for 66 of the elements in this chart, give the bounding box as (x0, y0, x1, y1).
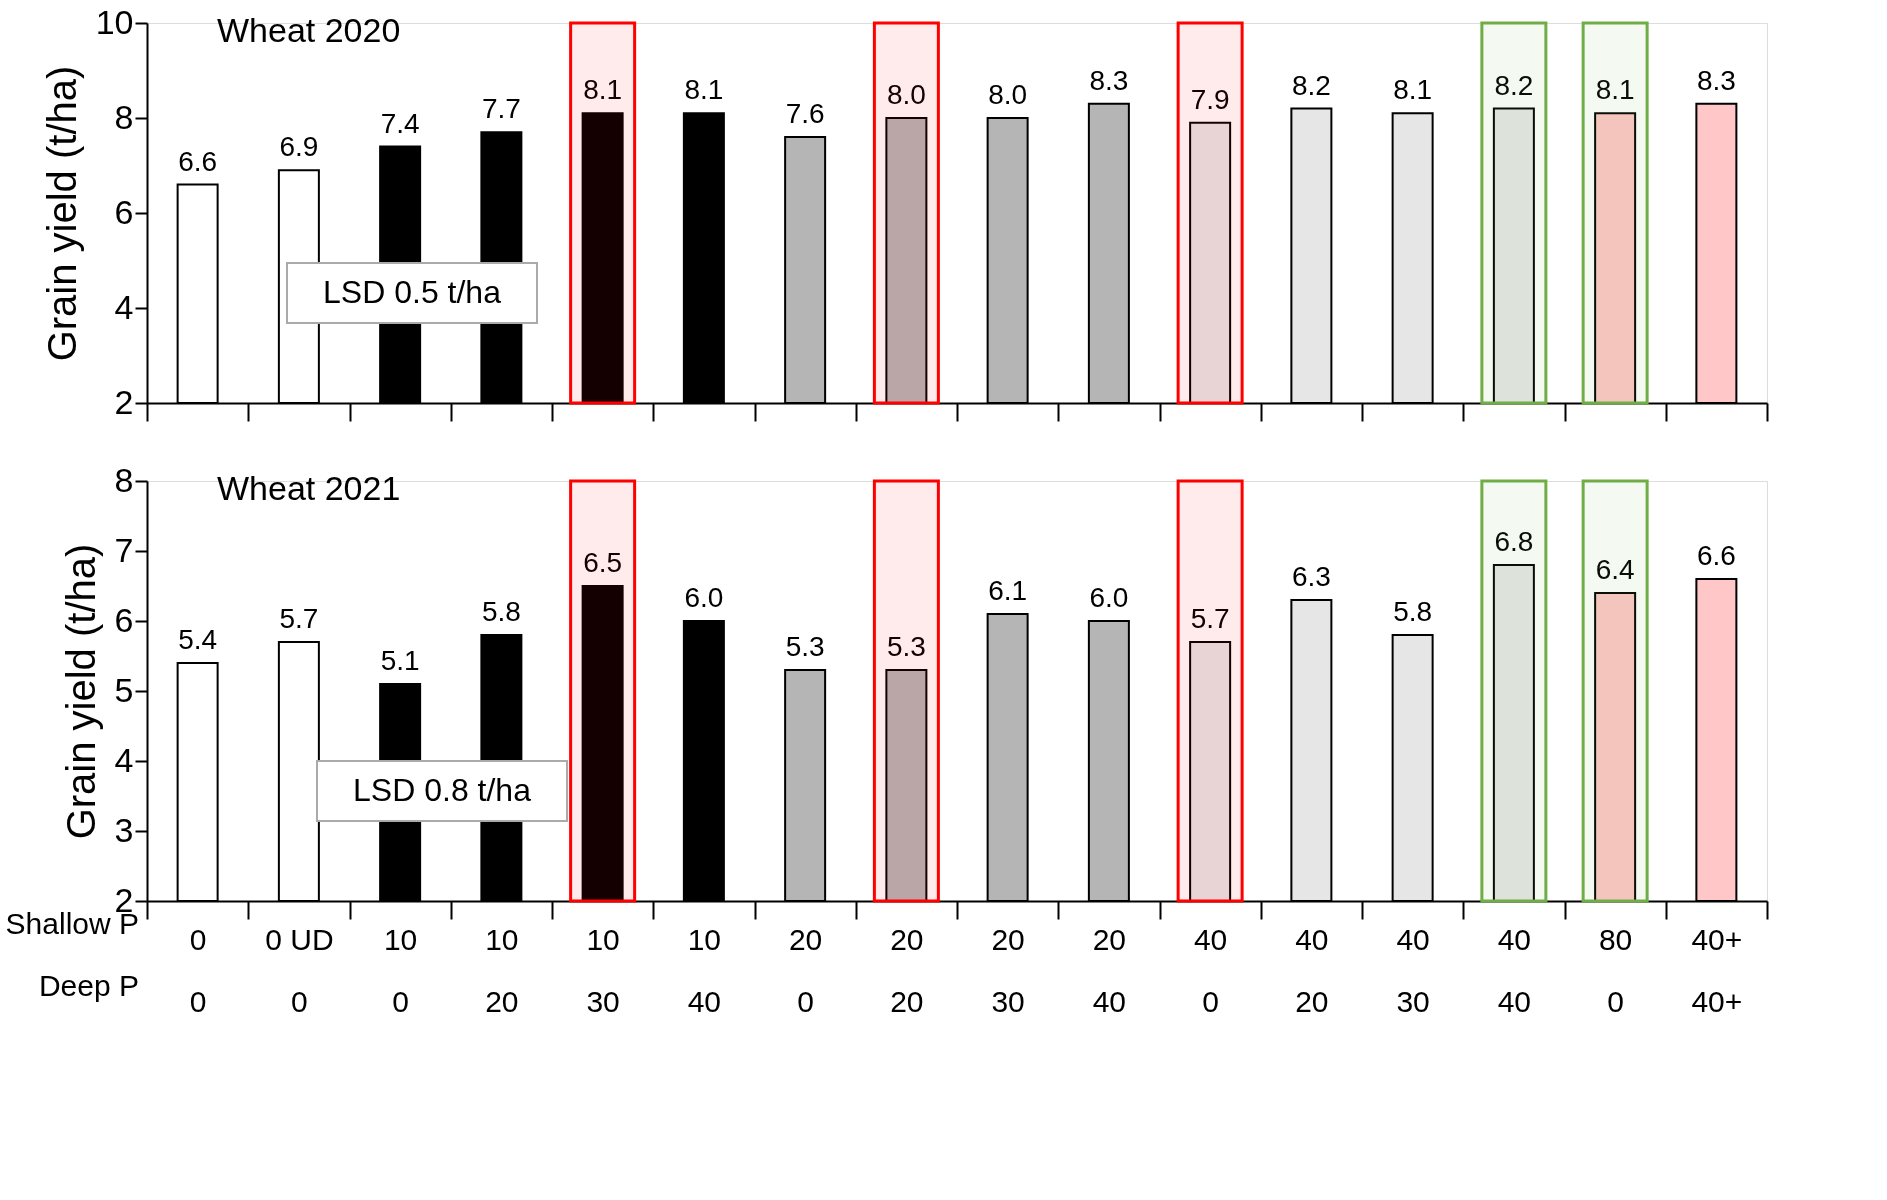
x-tick-label: 80 0 (1598, 922, 1633, 1018)
data-label: 8.1 (684, 74, 724, 106)
data-label: 8.1 (1595, 74, 1635, 106)
data-label: 6.6 (1696, 540, 1736, 571)
x-tick-label: 40 40 (1497, 922, 1532, 1018)
chart-title: Wheat 2020 (217, 11, 401, 49)
data-label: 8.2 (1291, 69, 1331, 101)
y-tick-label: 8 (114, 460, 134, 499)
data-label: 5.4 (178, 624, 218, 655)
data-label: 7.7 (481, 93, 521, 125)
data-label: 8.3 (1696, 64, 1736, 96)
data-label: 6.8 (1494, 526, 1534, 557)
data-label: 6.0 (1089, 582, 1129, 613)
annotation: LSD 0.8 t/ha (353, 772, 532, 808)
data-label: 7.9 (1190, 83, 1230, 115)
x-tick-label: 10 40 (687, 922, 722, 1018)
x-tick-label: 10 20 (485, 922, 519, 1018)
data-label: 5.3 (886, 631, 926, 662)
x-tick-label: 40 20 (1295, 922, 1329, 1018)
x-tick-label: 40 0 (1193, 922, 1228, 1018)
data-label: 5.8 (481, 596, 521, 627)
x-tick-label: 10 30 (586, 922, 620, 1018)
data-label: 8.0 (886, 79, 926, 110)
y-tick-label: 10 (95, 2, 134, 41)
x-tick-label: 40+ 40+ (1691, 922, 1743, 1018)
y-tick-label: 8 (114, 97, 134, 136)
data-label: 6.1 (988, 575, 1028, 606)
data-label: 8.3 (1089, 64, 1129, 96)
data-label: 5.7 (279, 603, 319, 634)
data-label: 5.7 (1190, 603, 1230, 634)
y-tick-label: 6 (114, 600, 134, 639)
data-label: 8.2 (1494, 69, 1534, 101)
y-tick-label: 4 (114, 740, 134, 779)
data-label: 5.3 (785, 631, 825, 662)
x-tick-label: 10 0 (383, 922, 418, 1018)
data-label: 5.1 (380, 645, 420, 676)
data-label: 6.4 (1595, 554, 1635, 585)
x-tick-label: 20 0 (788, 922, 823, 1018)
data-label: 7.4 (380, 107, 420, 139)
y-tick-label: 3 (114, 810, 134, 849)
data-label: 8.1 (1393, 74, 1433, 106)
data-label: 7.6 (785, 98, 825, 129)
annotation: LSD 0.5 t/ha (323, 274, 502, 310)
data-label: 6.3 (1291, 561, 1331, 592)
data-label: 6.0 (684, 582, 724, 613)
x-tick-label: 0 0 (189, 922, 207, 1018)
x-tick-label: 20 40 (1092, 922, 1127, 1018)
x-tick-label: 20 20 (890, 922, 924, 1018)
text: Deep P (38, 969, 139, 1002)
data-label: 8.1 (583, 74, 623, 106)
y-tick-label: 5 (114, 670, 134, 709)
x-tick-label: 0 UD 0 (265, 922, 334, 1018)
data-label: 6.9 (279, 131, 319, 163)
x-tick-label: 20 30 (991, 922, 1025, 1018)
data-label: 6.6 (178, 145, 218, 177)
data-label: 6.5 (583, 547, 623, 578)
x-tick-label: 40 30 (1396, 922, 1430, 1018)
data-label: 8.0 (988, 79, 1028, 110)
y-tick-label: 2 (114, 382, 134, 421)
y-tick-label: 6 (114, 192, 134, 231)
chart-title: Wheat 2021 (217, 469, 401, 507)
y-axis-title: Grain yield (t/ha) (39, 65, 84, 362)
y-tick-label: 4 (114, 287, 134, 326)
y-tick-label: 7 (114, 530, 134, 569)
data-label: 5.8 (1393, 596, 1433, 627)
y-axis-title: Grain yield (t/ha) (58, 543, 103, 840)
